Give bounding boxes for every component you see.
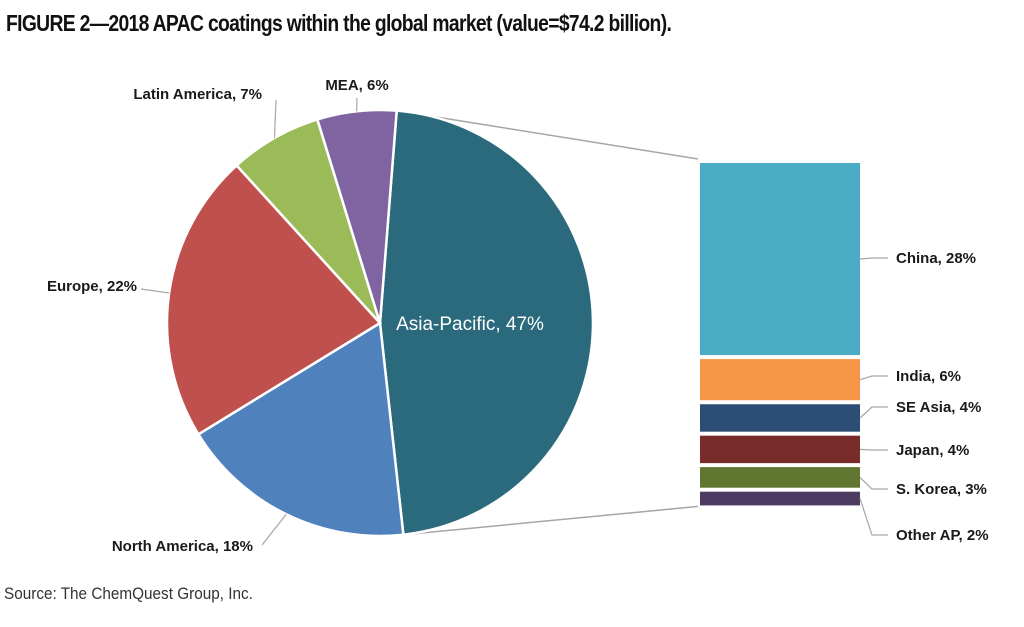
- leader-line-europe: [140, 288, 170, 294]
- bar-segment-s-korea: [700, 467, 860, 488]
- connector-lines: [396, 109, 699, 536]
- bar-segment-other-ap: [700, 491, 860, 506]
- bar-label-other-ap: Other AP, 2%: [896, 527, 989, 544]
- connector-line-top: [396, 109, 699, 160]
- bar-segment-japan: [700, 435, 860, 464]
- leader-line-se-asia: [859, 406, 888, 419]
- pie-slice-north-america: [196, 320, 405, 538]
- bar-segment-china: [700, 163, 860, 356]
- pie-slice-asia-pacific: [378, 109, 595, 537]
- leader-line-other-ap: [859, 498, 888, 536]
- pie-slice-mea: [315, 108, 399, 324]
- leader-line-india: [859, 375, 888, 381]
- pie-chart: [165, 108, 595, 538]
- connector-line-bottom: [403, 505, 699, 536]
- pie-label-mea: MEA, 6%: [325, 77, 388, 94]
- bar-label-japan: Japan, 4%: [896, 442, 969, 459]
- bar-label-china: China, 28%: [896, 250, 976, 267]
- apac-breakdown-bar: [700, 163, 860, 506]
- data-labels: Asia-Pacific, 47% North America, 18% Europ…: [47, 77, 989, 555]
- source-note: Source: The ChemQuest Group, Inc.: [4, 584, 253, 603]
- pie-label-latin-america: Latin America, 7%: [133, 86, 262, 103]
- leader-line-s-korea: [859, 476, 888, 490]
- pie-label-europe: Europe, 22%: [47, 278, 137, 295]
- leader-line-japan: [859, 448, 888, 451]
- leader-line-latin-america: [273, 99, 277, 139]
- bar-label-india: India, 6%: [896, 368, 961, 385]
- bar-segment-india: [700, 359, 860, 401]
- pie-label-asia-pacific: Asia-Pacific, 47%: [396, 314, 544, 335]
- leader-line-north-america: [261, 513, 287, 546]
- bar-label-s-korea: S. Korea, 3%: [896, 481, 987, 498]
- pie-slice-europe: [165, 163, 382, 437]
- label-leader-lines: [140, 97, 888, 546]
- chart-title: FIGURE 2—2018 APAC coatings within the g…: [6, 10, 672, 36]
- pie-label-north-america: North America, 18%: [112, 538, 253, 555]
- bar-segment-se-asia: [700, 404, 860, 432]
- bar-label-se-asia: SE Asia, 4%: [896, 399, 981, 416]
- leader-line-china: [859, 257, 888, 260]
